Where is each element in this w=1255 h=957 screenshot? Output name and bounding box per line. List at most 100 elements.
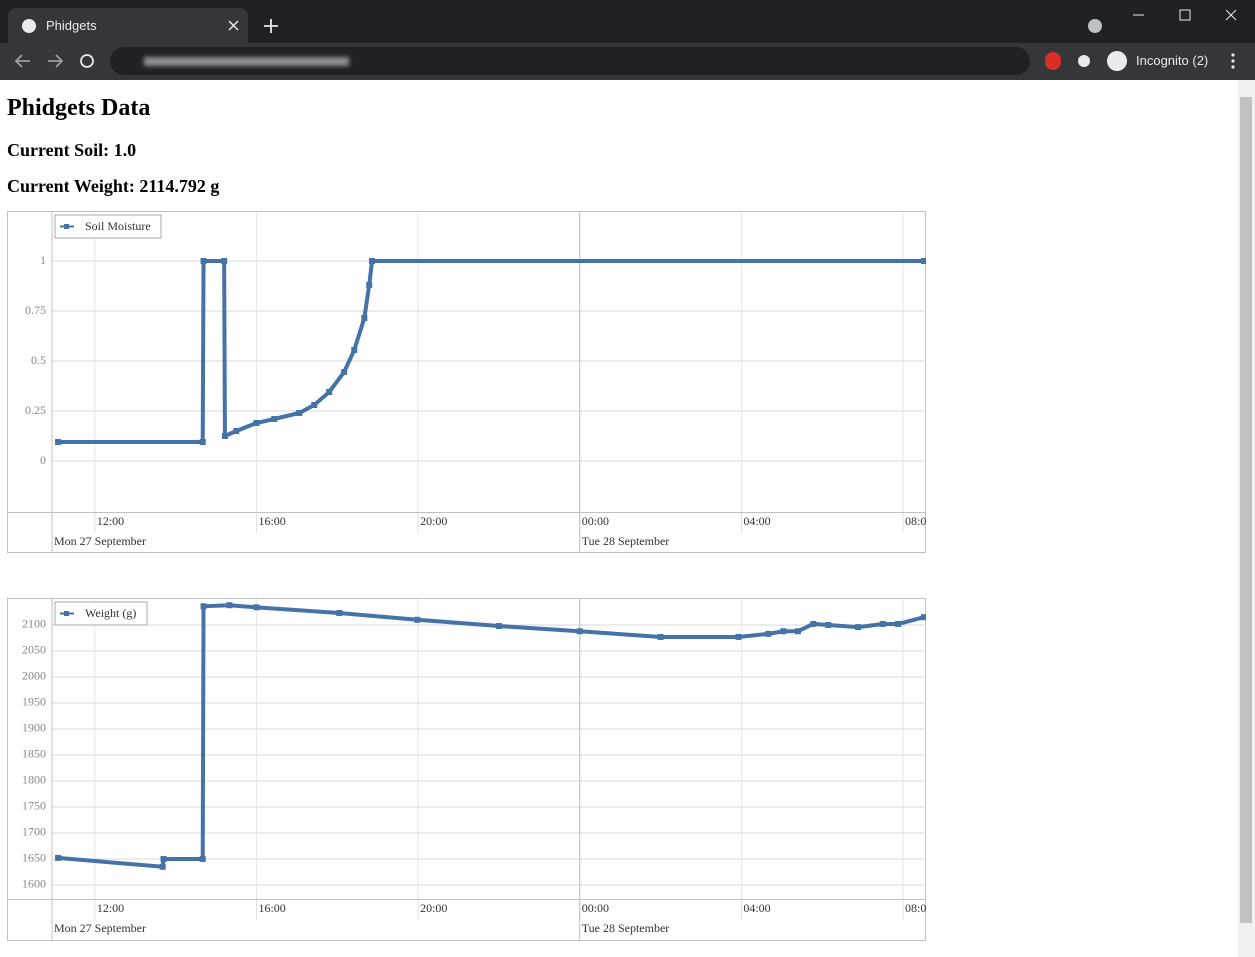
point	[921, 614, 926, 621]
point	[311, 402, 318, 408]
reload[interactable]	[80, 54, 94, 68]
titlebar-icons	[264, 9, 1237, 33]
point	[271, 416, 278, 422]
point	[253, 420, 260, 426]
tab-search[interactable]	[1088, 19, 1102, 33]
extensions[interactable]	[1078, 55, 1090, 67]
point	[657, 633, 664, 640]
incognito-icon	[1107, 51, 1127, 71]
profile[interactable]: Incognito (2)	[1136, 53, 1208, 68]
tab-graphics: Phidgets	[22, 18, 239, 33]
scroll-thumb[interactable]	[1240, 97, 1252, 923]
toolbar: Incognito (2)	[0, 43, 1255, 80]
page-title: Phidgets Data	[7, 95, 151, 121]
date-label: Tue 28 September	[582, 921, 670, 935]
point	[221, 433, 228, 439]
point	[351, 347, 358, 353]
date-label: Tue 28 September	[582, 534, 670, 548]
y-tick-label: 1750	[22, 799, 46, 813]
y-tick-label: 0.25	[25, 403, 46, 417]
point	[794, 628, 801, 635]
y-tick-label: 0	[40, 453, 46, 467]
x-tick-label: 12:00	[97, 901, 124, 915]
x-tick-label: 00:00	[582, 901, 609, 915]
point	[366, 282, 373, 288]
point	[159, 863, 166, 870]
legend-marker	[64, 224, 69, 229]
y-tick-label: 1650	[22, 851, 46, 865]
legend-box	[54, 214, 162, 239]
scrollbar[interactable]	[1238, 80, 1255, 957]
maximize[interactable]	[1179, 9, 1191, 21]
y-tick-label: 2000	[22, 669, 46, 683]
x-tick-label: 12:00	[97, 514, 124, 528]
point	[221, 258, 228, 264]
legend: Weight (g)	[54, 601, 148, 626]
point	[879, 620, 886, 627]
x-tick-label: 00:00	[582, 514, 609, 528]
x-tick-label: 20:00	[420, 901, 447, 915]
point	[55, 854, 62, 861]
point	[765, 630, 772, 637]
point	[326, 389, 333, 395]
y-tick-label: 1950	[22, 695, 46, 709]
x-tick-label: 04:00	[743, 901, 770, 915]
tab-close[interactable]	[228, 20, 239, 31]
chart-frame	[7, 598, 926, 941]
new-tab[interactable]	[264, 19, 278, 33]
browser-chrome: Phidgets Incognito (2)	[0, 0, 1255, 80]
point	[855, 624, 862, 631]
point	[825, 621, 832, 628]
point	[810, 620, 817, 627]
current-soil: Current Soil: 1.0	[7, 140, 137, 160]
extension[interactable]	[1045, 52, 1061, 70]
forward[interactable]	[48, 54, 64, 68]
x-tick-label: 20:00	[420, 514, 447, 528]
point	[576, 628, 583, 635]
tab[interactable]: Phidgets	[8, 8, 248, 44]
weight-chart: 1600 1650 1700 1750 1800 1850 1900 1950 2000 2050…	[7, 598, 926, 941]
point	[200, 258, 207, 264]
point	[233, 428, 240, 434]
series-line	[57, 603, 925, 869]
x-tick-label: 04:00	[743, 514, 770, 528]
close[interactable]	[1225, 9, 1237, 21]
point	[253, 604, 260, 611]
y-tick-label: 1	[40, 253, 46, 267]
point	[780, 628, 787, 635]
x-tick-label: 16:00	[258, 514, 285, 528]
point	[226, 602, 233, 609]
blurred-url	[144, 57, 349, 66]
y-tick-label: 2100	[22, 617, 46, 631]
tab-title: Phidgets	[46, 18, 97, 33]
point	[369, 258, 376, 264]
legend-label: Soil Moisture	[85, 219, 151, 233]
legend-label: Weight (g)	[85, 606, 136, 620]
x-tick-label: 08:00	[905, 514, 926, 528]
y-tick-label: 1900	[22, 721, 46, 735]
date-label: Mon 27 September	[54, 534, 146, 548]
point	[895, 620, 902, 627]
legend-box	[54, 601, 148, 626]
point	[336, 610, 343, 617]
point	[199, 855, 206, 862]
point	[160, 855, 167, 862]
y-tick-label: 1700	[22, 825, 46, 839]
y-tick-label: 1600	[22, 877, 46, 891]
back[interactable]	[14, 54, 30, 68]
y-tick-label: 1850	[22, 747, 46, 761]
menu-dot	[1231, 65, 1235, 69]
favicon	[22, 19, 36, 33]
date-label: Mon 27 September	[54, 921, 146, 935]
menu[interactable]	[1231, 53, 1235, 57]
point	[921, 258, 926, 264]
x-tick-label: 16:00	[258, 901, 285, 915]
point	[735, 633, 742, 640]
address-bar[interactable]	[110, 47, 1030, 75]
point	[199, 439, 206, 445]
soil-chart: 0 0.25 0.5 0.75 1 12:00 16:00 20:00 00:00 04:00 08…	[7, 211, 926, 553]
point	[361, 315, 368, 321]
toolbar-icons: Incognito (2)	[14, 51, 1235, 71]
menu-dot	[1231, 59, 1235, 63]
